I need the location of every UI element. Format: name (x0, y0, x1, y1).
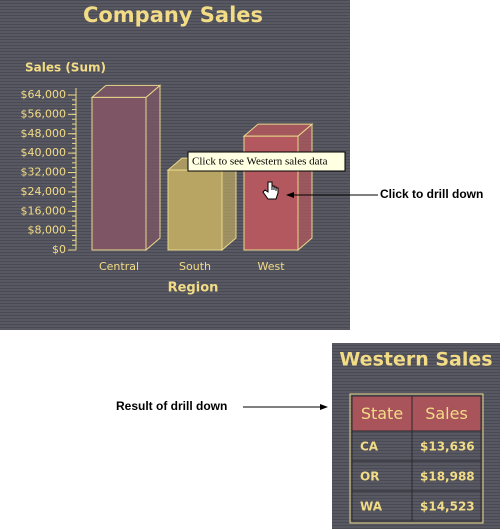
cell (411, 490, 482, 522)
bar-side (145, 84, 161, 252)
table-panel (332, 343, 500, 529)
y-tick-label: $56,000 (21, 107, 67, 120)
y-tick-label: $24,000 (21, 185, 67, 198)
tooltip: Click to see Western sales data (187, 151, 346, 172)
hand-cursor (262, 181, 279, 200)
x-tick-label: West (257, 260, 285, 273)
y-tick-label: $40,000 (21, 146, 67, 159)
x-tick-label: Central (99, 260, 139, 273)
bar (91, 96, 147, 251)
y-tick-label: $48,000 (21, 127, 67, 140)
table: State Sales CA $13,636 OR $18,988 WA $14,523 (349, 393, 484, 524)
cell-text: $18,988 (420, 470, 475, 484)
bar-side (297, 123, 313, 252)
y-tick-label: $32,000 (21, 166, 67, 179)
y-tick-label: $16,000 (21, 204, 67, 217)
y-tick-label: $64,000 (21, 88, 67, 101)
cell-text: CA (360, 440, 379, 454)
tooltip-box (187, 151, 346, 172)
y-tick-label: $8,000 (28, 224, 67, 237)
cell-text: $13,636 (420, 440, 475, 454)
bar-side (221, 156, 237, 252)
annotation: Result of drill down (116, 399, 227, 413)
arrow-head (286, 192, 294, 198)
annotation: Click to drill down (380, 187, 483, 201)
cell-text: WA (360, 500, 383, 514)
y-axis-label: Sales (Sum) (25, 61, 106, 75)
chart-title: Company Sales (83, 3, 263, 27)
bar (167, 169, 223, 251)
x-tick-label: South (179, 260, 211, 273)
header-cell (411, 395, 482, 432)
header-text: Sales (425, 404, 468, 423)
y-tick-label: $0 (52, 243, 66, 256)
x-axis-label: Region (168, 281, 219, 296)
table-border (349, 393, 484, 524)
arrow-head (320, 404, 328, 410)
table-title: Western Sales (339, 349, 492, 371)
cell-text: OR (360, 470, 379, 484)
tooltip-text: Click to see Western sales data (192, 156, 328, 168)
header-text: State (361, 404, 403, 423)
cell-text: $14,523 (420, 500, 475, 514)
